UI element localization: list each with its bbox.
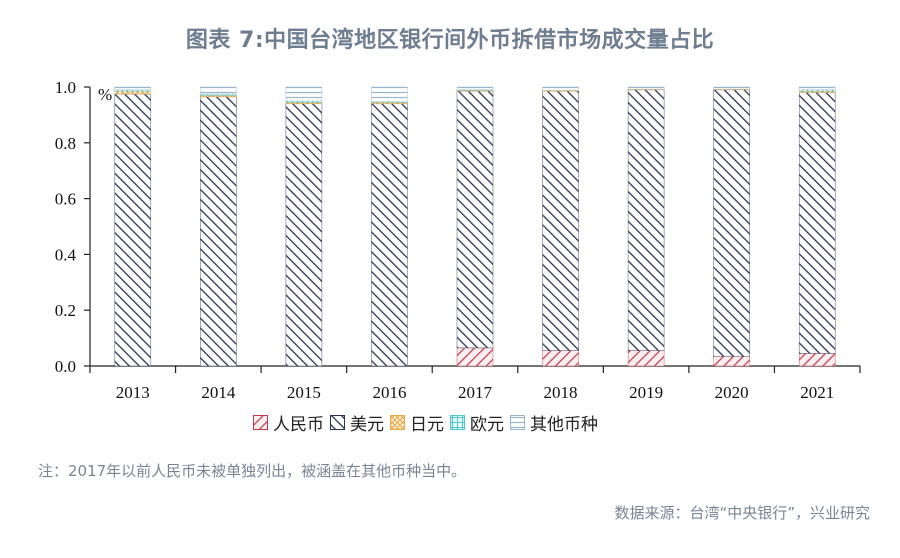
bar-segment bbox=[627, 89, 665, 351]
bar-segment bbox=[200, 96, 237, 367]
bar-segment bbox=[285, 103, 323, 367]
y-tick-label: 1.0 bbox=[55, 78, 76, 97]
bar-segment bbox=[713, 86, 750, 90]
legend-item: 人民币 bbox=[253, 410, 324, 435]
legend-label: 人民币 bbox=[273, 415, 324, 435]
legend-label: 其他币种 bbox=[530, 415, 598, 435]
unit-label: % bbox=[98, 85, 112, 104]
x-tick-label: 2013 bbox=[116, 383, 150, 402]
bars bbox=[114, 86, 836, 367]
legend-item: 日元 bbox=[390, 410, 444, 435]
bar-segment bbox=[798, 86, 836, 91]
y-tick-label: 0.2 bbox=[55, 301, 76, 320]
x-tick-label: 2016 bbox=[372, 383, 406, 402]
bar-segment bbox=[114, 93, 152, 367]
x-tick-label: 2020 bbox=[715, 383, 749, 402]
bar-segment bbox=[627, 350, 665, 367]
x-tick-label: 2018 bbox=[544, 383, 578, 402]
legend-swatch-icon bbox=[390, 415, 405, 430]
legend: 人民币 美元 日元 欧元 其他币种 bbox=[253, 410, 604, 435]
bar-segment bbox=[542, 350, 579, 367]
bar-segment bbox=[713, 89, 750, 357]
bar-segment bbox=[798, 353, 836, 367]
x-tick-label: 2017 bbox=[458, 383, 493, 402]
bar-segment bbox=[456, 347, 494, 367]
legend-label: 日元 bbox=[410, 415, 444, 435]
data-source: 数据来源：台湾“中央银行”，兴业研究 bbox=[614, 504, 870, 522]
y-tick-label: 0.6 bbox=[55, 190, 76, 209]
y-tick-label: 0.8 bbox=[55, 134, 76, 153]
bar-segment bbox=[200, 86, 237, 95]
chart-title: 图表 7:中国台湾地区银行间外币拆借市场成交量占比 bbox=[185, 28, 715, 53]
footnote: 注：2017年以前人民币未被单独列出，被涵盖在其他币种当中。 bbox=[38, 462, 467, 480]
legend-swatch-icon bbox=[253, 415, 268, 430]
bar-segment bbox=[371, 103, 408, 367]
bar-segment bbox=[371, 86, 408, 103]
x-tick-label: 2014 bbox=[201, 383, 236, 402]
bar-segment bbox=[456, 90, 494, 349]
bar-segment bbox=[456, 86, 494, 91]
y-tick-label: 0.0 bbox=[55, 357, 76, 376]
y-tick-label: 0.4 bbox=[55, 245, 77, 264]
stacked-bar-chart: 0.0 0.2 0.4 0.6 0.8 1.0 % 2013 2014 2015 2016 2017 2… bbox=[55, 78, 861, 402]
bar-segment bbox=[114, 90, 152, 95]
x-tick-label: 2021 bbox=[800, 383, 834, 402]
bar-segment bbox=[114, 86, 152, 91]
bar-segment bbox=[542, 90, 579, 351]
legend-swatch-icon bbox=[450, 415, 465, 430]
legend-swatch-icon bbox=[330, 415, 345, 430]
bar-segment bbox=[542, 86, 579, 91]
x-tick-label: 2019 bbox=[629, 383, 663, 402]
bar-segment bbox=[713, 355, 750, 367]
legend-item: 美元 bbox=[330, 410, 384, 435]
legend-label: 欧元 bbox=[470, 415, 504, 435]
x-tick-label: 2015 bbox=[287, 383, 321, 402]
bar-segment bbox=[285, 86, 323, 102]
legend-item: 欧元 bbox=[450, 410, 504, 435]
legend-item: 其他币种 bbox=[510, 410, 598, 435]
legend-swatch-icon bbox=[510, 415, 525, 430]
bar-segment bbox=[627, 86, 665, 90]
bar-segment bbox=[798, 92, 836, 354]
legend-label: 美元 bbox=[350, 415, 384, 435]
